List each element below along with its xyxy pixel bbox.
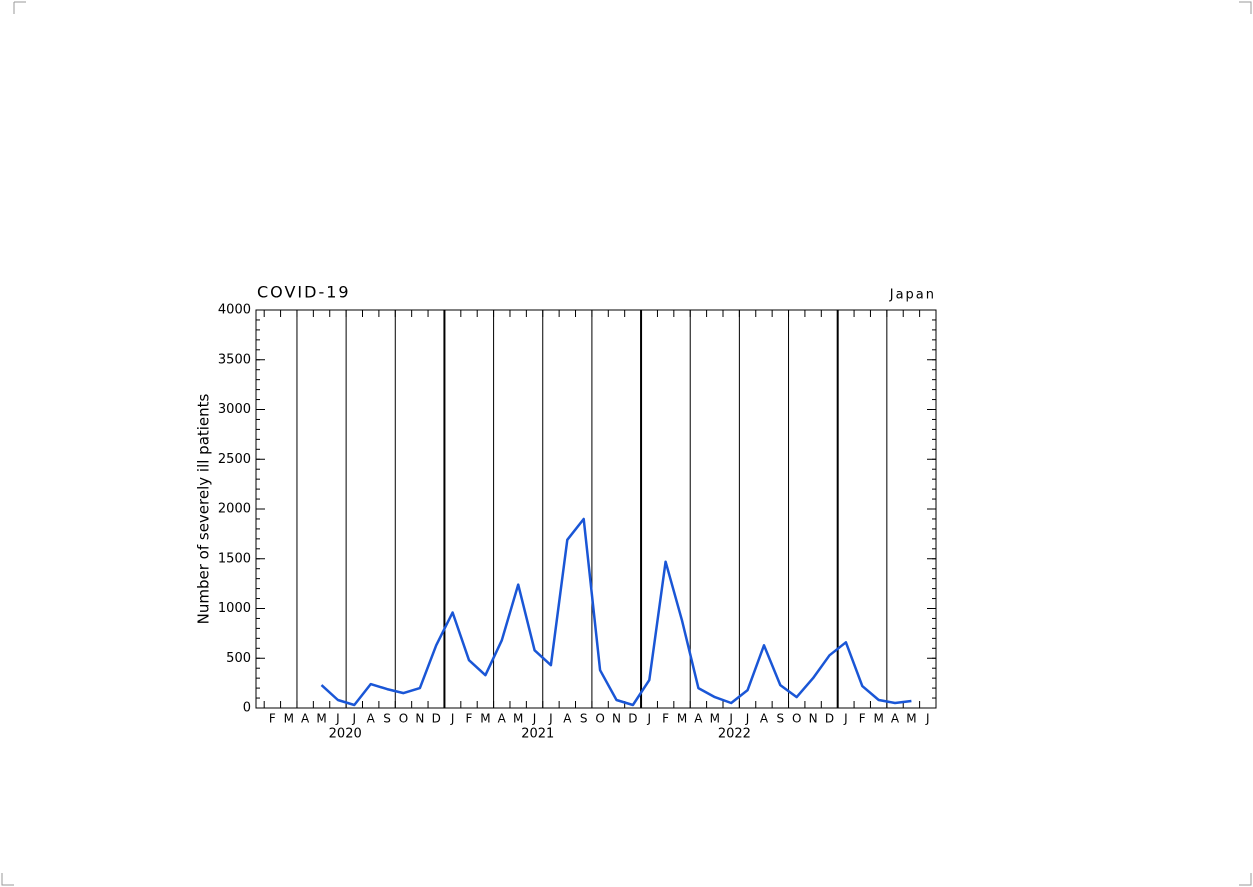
plot-frame [255,309,937,709]
chart-subtitle: Japan [889,288,936,303]
y-tick-label: 4000 [218,303,251,318]
x-tick-label: N [809,712,818,726]
x-tick-label: J [450,712,455,726]
year-label: 2020 [329,727,362,742]
x-tick-label: M [513,712,523,726]
x-tick-label: M [873,712,883,726]
x-tick-label: D [825,712,834,726]
data-line [320,517,912,707]
chart-title: COVID-19 [257,283,351,302]
x-tick-label: M [480,712,490,726]
x-tick-label: J [728,712,733,726]
y-tick-label: 2000 [218,502,251,517]
x-tick-label: J [925,712,930,726]
y-tick-label: 3000 [218,402,251,417]
x-tick-label: J [548,712,553,726]
x-tick-label: F [859,712,866,726]
x-tick-label: A [694,712,703,726]
x-tick-label: M [677,712,687,726]
x-tick-label: A [367,712,376,726]
year-label: 2022 [718,727,751,742]
x-tick-label: J [352,712,357,726]
y-tick-label: 1500 [218,551,251,566]
y-tick-label: 1000 [218,601,251,616]
x-tick-label: A [301,712,310,726]
x-tick-label: N [612,712,621,726]
x-tick-label: A [891,712,900,726]
y-tick-label: 500 [226,651,251,666]
x-tick-label: D [432,712,441,726]
y-axis-label: Number of severely ill patients [195,393,213,624]
x-tick-label: S [383,712,391,726]
x-tick-label: J [843,712,848,726]
x-tick-label: F [466,712,473,726]
y-tick-label: 0 [243,701,251,716]
x-tick-label: J [335,712,340,726]
x-tick-label: M [710,712,720,726]
year-label: 2021 [521,727,554,742]
x-tick-label: O [792,712,801,726]
x-tick-label: J [745,712,750,726]
x-tick-label: J [532,712,537,726]
x-tick-label: S [777,712,785,726]
x-tick-label: F [269,712,276,726]
x-tick-label: A [498,712,507,726]
x-tick-label: J [646,712,651,726]
x-tick-label: M [284,712,294,726]
x-tick-label: M [316,712,326,726]
y-tick-label: 3500 [218,352,251,367]
x-tick-label: O [399,712,408,726]
x-tick-label: O [595,712,604,726]
x-tick-label: A [760,712,769,726]
x-tick-label: D [628,712,637,726]
x-tick-label: M [906,712,916,726]
x-tick-label: F [662,712,669,726]
y-tick-label: 2500 [218,452,251,467]
x-tick-label: A [563,712,572,726]
x-tick-label: N [415,712,424,726]
x-tick-label: S [580,712,588,726]
